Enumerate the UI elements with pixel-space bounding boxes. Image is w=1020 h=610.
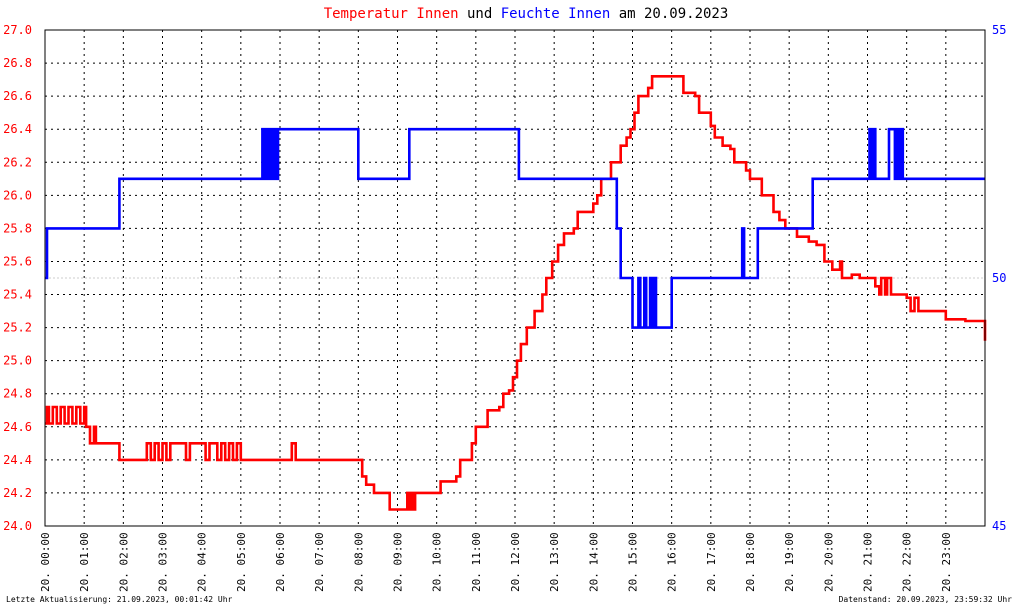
x-tick-label: 20. 16:00 (666, 532, 679, 592)
x-tick-label: 20. 18:00 (744, 532, 757, 592)
y-left-tick-label: 25.6 (3, 254, 32, 268)
x-tick-label: 20. 11:00 (470, 532, 483, 592)
y-right-tick-label: 55 (992, 23, 1006, 37)
y-left-tick-label: 24.8 (3, 387, 32, 401)
y-right-tick-label: 50 (992, 271, 1006, 285)
y-left-tick-label: 24.2 (3, 486, 32, 500)
footer-last-update: Letzte Aktualisierung: 21.09.2023, 00:01… (6, 595, 233, 604)
x-tick-label: 20. 17:00 (705, 532, 718, 592)
x-tick-label: 20. 08:00 (352, 532, 365, 592)
x-axis: 20. 00:00 20. 01:00 20. 02:00 20. 03:00 20. … (39, 532, 953, 592)
title-part-0: Temperatur Innen (324, 6, 459, 22)
series-line-temperature (45, 75, 987, 511)
chart-title: Temperatur Innen und Feuchte Innen am 20… (324, 6, 729, 22)
y-left-tick-label: 25.0 (3, 354, 32, 368)
x-tick-label: 20. 05:00 (235, 532, 248, 592)
y-left-tick-label: 24.0 (3, 519, 32, 533)
y-left-tick-label: 24.6 (3, 420, 32, 434)
title-part-1: und (459, 6, 501, 22)
x-tick-label: 20. 00:00 (39, 532, 52, 592)
y-left-tick-label: 25.4 (3, 288, 32, 302)
y-left-tick-label: 26.4 (3, 122, 32, 136)
x-tick-label: 20. 04:00 (196, 532, 209, 592)
x-tick-label: 20. 21:00 (862, 532, 875, 592)
x-tick-label: 20. 03:00 (157, 532, 170, 592)
y-left-tick-label: 24.4 (3, 453, 32, 467)
y-axis-right: 45 50 55 (992, 23, 1006, 533)
x-tick-label: 20. 10:00 (431, 532, 444, 592)
x-tick-label: 20. 07:00 (313, 532, 326, 592)
x-tick-label: 20. 23:00 (940, 532, 953, 592)
x-tick-label: 20. 13:00 (548, 532, 561, 592)
series-layer (45, 75, 987, 511)
x-tick-label: 20. 15:00 (627, 532, 640, 592)
x-tick-label: 20. 19:00 (783, 532, 796, 592)
x-tick-label: 20. 06:00 (274, 532, 287, 592)
y-right-tick-label: 45 (992, 519, 1006, 533)
x-tick-label: 20. 22:00 (901, 532, 914, 592)
y-left-tick-label: 26.6 (3, 89, 32, 103)
series-line-humidity (45, 127, 985, 329)
y-left-tick-label: 25.8 (3, 221, 32, 235)
y-left-tick-label: 26.2 (3, 155, 32, 169)
plot-frame (44, 29, 986, 527)
y-left-tick-label: 26.0 (3, 188, 32, 202)
x-tick-label: 20. 02:00 (117, 532, 130, 592)
x-tick-label: 20. 20:00 (822, 532, 835, 592)
title-part-2: Feuchte Innen (501, 6, 611, 22)
y-left-tick-label: 26.8 (3, 56, 32, 70)
y-axis-left: 24.0 24.2 24.4 24.6 24.8 25.0 25.2 25.4 25.6 25.8… (3, 23, 32, 533)
title-part-3: am 20.09.2023 (610, 6, 728, 22)
y-left-tick-label: 25.2 (3, 321, 32, 335)
x-tick-label: 20. 12:00 (509, 532, 522, 592)
x-tick-label: 20. 14:00 (587, 532, 600, 592)
footer-data-timestamp: Datenstand: 20.09.2023, 23:59:32 Uhr (839, 595, 1013, 604)
x-tick-label: 20. 09:00 (392, 532, 405, 592)
x-tick-label: 20. 01:00 (78, 532, 91, 592)
grid (45, 30, 985, 526)
y-left-tick-label: 27.0 (3, 23, 32, 37)
